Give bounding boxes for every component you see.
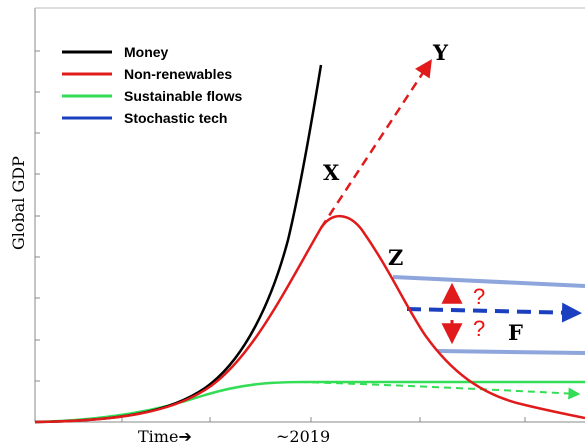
legend-label-stochastic-tech: Stochastic tech [124, 110, 227, 126]
tech-arrow [406, 302, 582, 323]
y-ticks [35, 50, 40, 382]
x-axis-label: Time➔ [138, 427, 192, 446]
series-non-renewables [34, 215, 585, 424]
legend-label-sustainable-flows: Sustainable flows [124, 88, 242, 104]
x-axis-label-text: Time [138, 427, 178, 446]
point-label-z: Z [388, 245, 403, 270]
y-axis-label: Global GDP [9, 156, 28, 250]
point-label-x: X [323, 160, 340, 185]
point-label-f: F [508, 320, 523, 345]
sustainable-dashed [299, 381, 581, 400]
x-ticks [121, 417, 526, 422]
legend-label-money: Money [124, 44, 169, 60]
question-mark-lower: ? [473, 316, 485, 341]
question-mark-upper: ? [473, 284, 485, 309]
axes [34, 7, 585, 423]
growth-projection-arrow [319, 59, 432, 229]
x-axis-arrow: ➔ [178, 427, 191, 446]
tech-band-upper [392, 275, 585, 288]
legend: Money Non-renewables Sustainable flows S… [62, 44, 242, 126]
series-stochastic-tech [392, 275, 585, 355]
tech-band-lower [437, 349, 585, 355]
x-marker-label: ~2019 [276, 427, 330, 446]
legend-label-non-renewables: Non-renewables [124, 66, 232, 82]
point-label-y: Y [432, 40, 449, 65]
